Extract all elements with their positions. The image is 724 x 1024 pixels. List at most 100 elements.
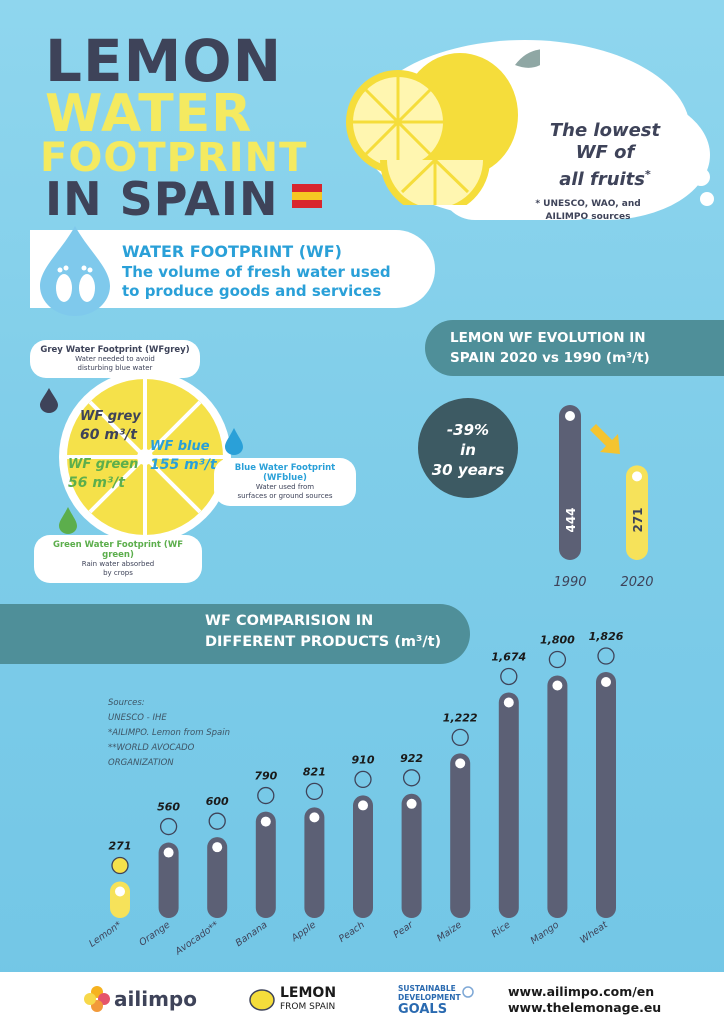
category-label: Orange bbox=[137, 919, 172, 948]
title-line-4: IN SPAIN bbox=[45, 172, 279, 226]
bar-dot bbox=[601, 677, 611, 687]
bar-avocado bbox=[207, 837, 228, 918]
green-drop-icon bbox=[59, 507, 77, 534]
change-text: -39% in 30 years bbox=[431, 421, 505, 479]
bar-dot bbox=[406, 798, 417, 809]
value-label: 1,674 bbox=[491, 650, 526, 663]
value-label: 922 bbox=[400, 752, 423, 765]
evolution-value-label: 444 bbox=[564, 507, 578, 532]
category-label: Mango bbox=[529, 919, 562, 946]
bar-mango bbox=[547, 675, 568, 918]
peach-icon bbox=[354, 770, 372, 789]
title-line-3: FOOTPRINT bbox=[40, 135, 308, 181]
value-label: 790 bbox=[254, 770, 277, 783]
grey-wf-callout: Grey Water Footprint (WFgrey) Water need… bbox=[30, 340, 200, 378]
chart-sources: Sources: UNESCO - IHE *AILIMPO. Lemon fr… bbox=[108, 698, 230, 768]
wf-blue-label: WF blue 155 m³/t bbox=[150, 439, 217, 473]
value-label: 560 bbox=[157, 801, 180, 814]
mango-icon bbox=[548, 650, 567, 669]
green-wf-callout: Green Water Footprint (WF green) Rain wa… bbox=[34, 535, 202, 583]
wf-description: The volume of fresh water used to produc… bbox=[122, 263, 391, 300]
wf-heading: WATER FOOTPRINT (WF) bbox=[122, 242, 342, 261]
blue-wf-callout: Blue Water Footprint (WFblue) Water used… bbox=[214, 458, 356, 506]
bar-wheat bbox=[596, 672, 616, 918]
bar-dot bbox=[503, 697, 514, 708]
comparison-chart: 271 Lemon* 560 Orange 600 Avocado** 790 Banana 8… bbox=[87, 630, 624, 958]
rice-icon bbox=[500, 667, 518, 686]
maize-icon bbox=[451, 728, 469, 747]
bar-lemon bbox=[110, 881, 130, 918]
grey-drop-icon bbox=[40, 388, 58, 413]
wf-grey-label: WF grey 60 m³/t bbox=[80, 409, 141, 443]
bar-orange bbox=[158, 842, 179, 918]
lemon-slice-icon bbox=[59, 371, 231, 543]
evolution-bar-dot bbox=[632, 471, 642, 482]
value-label: 600 bbox=[206, 795, 229, 808]
category-label: Banana bbox=[234, 919, 270, 949]
value-label: 1,800 bbox=[540, 634, 575, 647]
pear-icon bbox=[402, 769, 421, 787]
apple-icon bbox=[305, 782, 324, 801]
bar-dot bbox=[163, 847, 174, 858]
bar-banana bbox=[255, 811, 276, 918]
evolution-bar-dot bbox=[565, 411, 575, 421]
category-label: Apple bbox=[289, 919, 318, 944]
change-circle bbox=[418, 398, 518, 498]
evolution-title: LEMON WF EVOLUTION IN SPAIN 2020 vs 1990… bbox=[450, 330, 650, 366]
top-sources-note: * UNESCO, WAO, and AILIMPO sources bbox=[535, 199, 641, 222]
value-label: 1,826 bbox=[589, 630, 624, 643]
bar-dot bbox=[552, 680, 563, 691]
bar-apple bbox=[304, 807, 325, 918]
url-ailimpo[interactable]: www.ailimpo.com/en bbox=[508, 984, 655, 999]
evolution-bar-2020 bbox=[626, 465, 648, 560]
bar-maize bbox=[450, 753, 471, 918]
category-label: Avocado** bbox=[173, 919, 222, 958]
bar-dot bbox=[212, 842, 223, 853]
lemon-icon bbox=[111, 856, 129, 875]
bar-dot bbox=[260, 816, 271, 827]
category-label: Wheat bbox=[578, 919, 611, 946]
category-label: Rice bbox=[490, 919, 513, 940]
lemon-from-spain-logo-icon bbox=[249, 989, 275, 1011]
bar-rice bbox=[498, 692, 519, 918]
ailimpo-logo-text: ailimpo bbox=[114, 987, 197, 1011]
category-label: Lemon* bbox=[87, 919, 124, 949]
value-label: 910 bbox=[352, 753, 375, 766]
evolution-value-label: 271 bbox=[631, 507, 645, 532]
evolution-chart: 444 1990 271 2020 bbox=[553, 405, 654, 590]
value-label: 821 bbox=[303, 765, 326, 778]
title-line-2: WATER bbox=[45, 84, 253, 144]
comparison-banner bbox=[0, 604, 470, 664]
ailimpo-logo-icon bbox=[84, 986, 110, 1012]
banana-icon bbox=[257, 786, 275, 805]
value-label: 271 bbox=[109, 839, 132, 852]
lowest-wf-badge: The lowest WF of all fruits* bbox=[549, 120, 661, 190]
un-emblem-icon bbox=[462, 986, 474, 998]
comparison-title: WF COMPARISION IN DIFFERENT PRODUCTS (m³… bbox=[205, 613, 442, 650]
avocado-icon bbox=[208, 812, 226, 830]
evolution-banner bbox=[425, 320, 724, 376]
orange-icon bbox=[159, 817, 178, 836]
evolution-bar-1990 bbox=[559, 405, 581, 560]
lemon-from-spain-logo-text: LEMON FROM SPAIN bbox=[280, 985, 337, 1012]
title-line-1: LEMON bbox=[45, 27, 283, 95]
category-label: Maize bbox=[435, 919, 464, 944]
category-label: Peach bbox=[337, 919, 367, 944]
evolution-category-label: 1990 bbox=[553, 575, 586, 590]
down-arrow-icon bbox=[590, 424, 620, 454]
bar-peach bbox=[353, 795, 373, 918]
blue-drop-icon bbox=[225, 428, 243, 455]
evolution-category-label: 2020 bbox=[620, 575, 653, 590]
water-drop-footprints-icon bbox=[40, 226, 110, 316]
bar-dot bbox=[309, 812, 320, 823]
footer-urls: www.ailimpo.com/en www.thelemonage.eu bbox=[508, 984, 661, 1016]
sdg-logo: SUSTAINABLE DEVELOPMENT GOALS bbox=[398, 984, 461, 1017]
category-label: Pear bbox=[392, 919, 417, 941]
bar-dot bbox=[358, 800, 368, 811]
spain-flag-icon bbox=[292, 184, 322, 208]
wheat-icon bbox=[597, 647, 615, 665]
value-label: 1,222 bbox=[443, 711, 478, 724]
url-lemonage[interactable]: www.thelemonage.eu bbox=[508, 1000, 662, 1015]
wf-green-label: WF green 56 m³/t bbox=[68, 457, 139, 491]
footer bbox=[0, 972, 724, 1024]
